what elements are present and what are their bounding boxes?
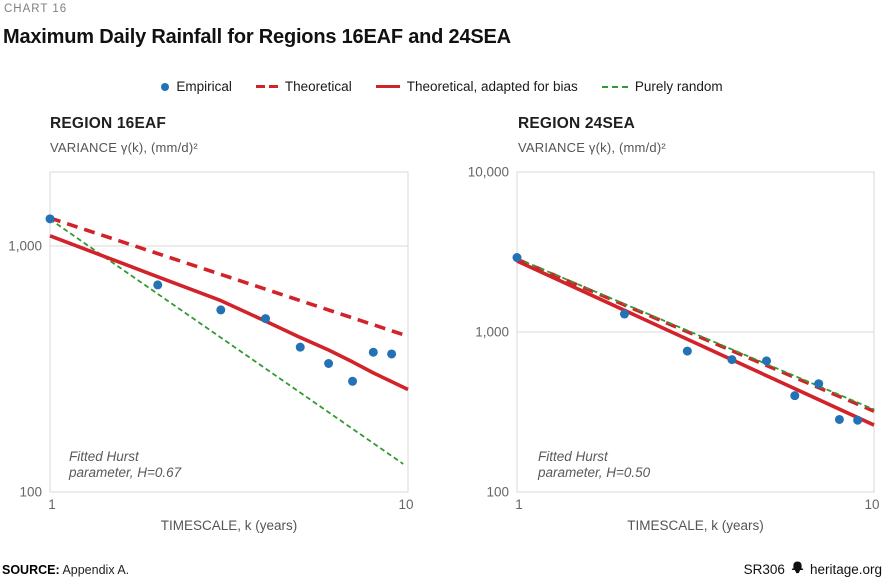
legend-label: Theoretical, adapted for bias <box>406 79 578 94</box>
legend-item-theoretical-adapted-for-bias: Theoretical, adapted for bias <box>375 79 578 94</box>
chart-number-label: CHART 16 <box>4 3 68 15</box>
series-theoretical <box>49 216 409 338</box>
legend-item-purely-random: Purely random <box>601 79 723 94</box>
data-point-empirical <box>295 342 305 352</box>
data-point-empirical <box>619 309 629 319</box>
data-point-empirical <box>682 346 692 356</box>
series-theoretical-adapted-for-bias <box>516 259 875 427</box>
right-hurst-annotation: Fitted Hurst parameter, H=0.50 <box>538 449 651 480</box>
dashed-line-icon <box>601 85 628 88</box>
source-note: SOURCE: Appendix A. <box>2 563 130 577</box>
legend-label: Theoretical <box>284 79 352 94</box>
report-branding: SR306 heritage.org <box>744 561 882 577</box>
data-point-empirical <box>261 314 271 324</box>
y-tick-label: 10,000 <box>468 165 509 180</box>
liberty-bell-icon <box>791 561 804 577</box>
data-point-empirical <box>387 349 397 359</box>
left-chart-plot: 100 1,000 1 10 TIMESCALE, k (years) <box>8 171 414 533</box>
data-point-empirical <box>216 305 226 315</box>
data-point-empirical <box>853 415 863 425</box>
left-panel-y-axis-title: VARIANCE γ(k), (mm/d)² <box>50 140 198 155</box>
dashed-line-icon <box>255 84 278 89</box>
x-tick-label: 1 <box>48 497 56 512</box>
data-point-empirical <box>762 356 772 366</box>
report-id: SR306 <box>743 561 785 577</box>
y-tick-label: 100 <box>19 485 42 500</box>
left-hurst-annotation: Fitted Hurst parameter, H=0.67 <box>69 449 182 480</box>
data-point-empirical <box>512 253 522 263</box>
series-purely-random <box>49 218 404 465</box>
series-theoretical <box>516 257 875 413</box>
right-panel-y-axis-title: VARIANCE γ(k), (mm/d)² <box>518 140 666 155</box>
footer: SOURCE: Appendix A. SR306 heritage.org <box>0 560 884 580</box>
x-axis-title: TIMESCALE, k (years) <box>161 518 298 533</box>
data-point-empirical <box>368 347 378 357</box>
x-tick-label: 1 <box>515 497 523 512</box>
data-point-empirical <box>790 391 800 401</box>
data-point-empirical <box>814 379 824 389</box>
data-point-empirical <box>834 414 844 424</box>
series-theoretical-adapted-for-bias <box>49 234 409 392</box>
data-point-empirical <box>153 280 163 290</box>
legend-label: Purely random <box>634 79 723 94</box>
right-chart-plot: 100 1,000 10,000 1 10 TIMESCALE, k (years) <box>468 165 880 534</box>
x-tick-label: 10 <box>398 497 413 512</box>
legend: Empirical Theoretical Theoretical, adapted… <box>0 79 884 94</box>
legend-label: Empirical <box>176 79 232 94</box>
x-tick-label: 10 <box>864 497 879 512</box>
data-point-empirical <box>348 376 358 386</box>
site-name: heritage.org <box>809 561 882 577</box>
y-tick-label: 1,000 <box>475 325 509 340</box>
data-point-empirical <box>324 359 334 369</box>
solid-line-icon <box>375 84 400 89</box>
dot-marker-icon <box>161 82 170 91</box>
right-panel-title: REGION 24SEA <box>518 115 635 132</box>
figure-title: Maximum Daily Rainfall for Regions 16EAF… <box>3 26 511 48</box>
y-tick-label: 1,000 <box>8 239 42 254</box>
data-point-empirical <box>45 214 55 224</box>
left-panel-title: REGION 16EAF <box>50 115 167 132</box>
data-point-empirical <box>727 355 737 365</box>
y-tick-label: 100 <box>486 485 509 500</box>
legend-item-theoretical: Theoretical <box>255 79 352 94</box>
legend-item-empirical: Empirical <box>161 79 232 94</box>
plot-border <box>49 171 409 493</box>
x-axis-title: TIMESCALE, k (years) <box>627 518 764 533</box>
